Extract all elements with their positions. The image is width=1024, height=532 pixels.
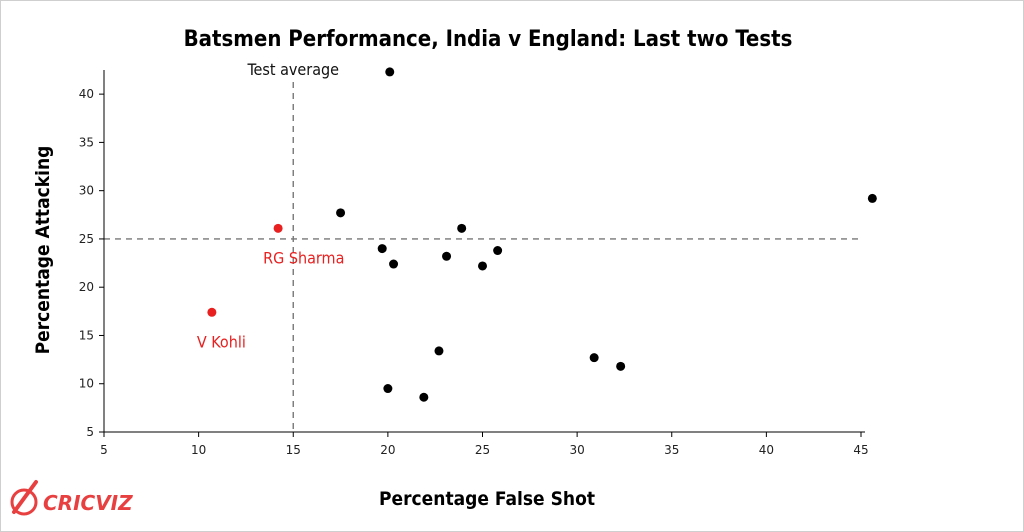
x-tick-label: 10 [191, 443, 206, 457]
data-point [434, 346, 444, 356]
cricket-bat-icon [10, 480, 38, 516]
logo-text: CRICVIZ [43, 491, 133, 515]
reference-label: Test average [246, 60, 339, 79]
x-tick-label: 20 [380, 443, 395, 457]
reference-lines: Test average [104, 60, 861, 432]
data-point [478, 261, 487, 271]
data-point [867, 193, 877, 203]
y-tick-label: 30 [79, 184, 94, 198]
point-label: RG Sharma [263, 248, 344, 267]
x-axis-title: Percentage False Shot [379, 488, 595, 510]
data-points [207, 67, 877, 402]
y-tick-label: 20 [79, 280, 94, 294]
data-point [419, 392, 429, 402]
x-tick-label: 45 [853, 443, 868, 457]
point-labels: RG Sharma V Kohli [197, 248, 345, 351]
point-label: V Kohli [197, 332, 246, 351]
x-tick-label: 25 [475, 443, 490, 457]
data-point [389, 259, 399, 269]
data-point [377, 244, 387, 254]
y-tick-label: 15 [79, 328, 94, 342]
y-tick-label: 40 [79, 87, 94, 101]
data-point [457, 223, 467, 233]
data-point [273, 223, 283, 233]
x-tick-label: 15 [286, 443, 301, 457]
data-point [589, 353, 599, 363]
x-tick-label: 30 [569, 443, 584, 457]
data-point [442, 251, 452, 261]
data-point [385, 67, 395, 77]
x-tick-label: 35 [664, 443, 679, 457]
data-point [383, 384, 393, 394]
x-tick-label: 5 [100, 443, 108, 457]
data-point [493, 246, 503, 256]
axes: 5 10 15 20 25 30 35 40 45 5 10 15 20 25 30 35 40 [79, 70, 869, 457]
data-point [336, 208, 346, 218]
cricviz-logo: CRICVIZ [10, 480, 133, 516]
y-tick-label: 35 [79, 135, 94, 149]
x-tick-label: 40 [759, 443, 774, 457]
y-axis-title: Percentage Attacking [32, 146, 54, 355]
y-tick-label: 25 [79, 232, 94, 246]
chart-title: Batsmen Performance, India v England: La… [184, 27, 793, 52]
y-tick-label: 10 [79, 377, 94, 391]
data-point [207, 307, 217, 317]
data-point [616, 361, 626, 371]
y-tick-label: 5 [86, 425, 94, 439]
